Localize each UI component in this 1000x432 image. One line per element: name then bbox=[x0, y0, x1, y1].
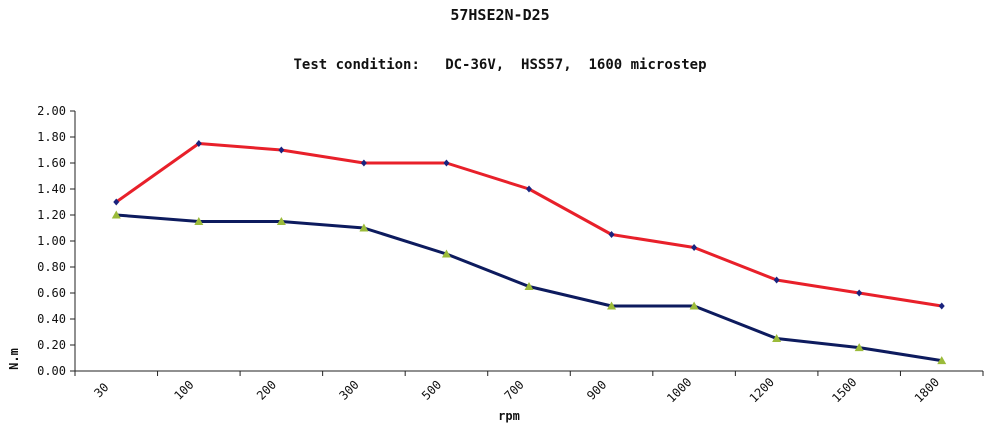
chart-title: 57HSE2N-D25 bbox=[450, 6, 550, 24]
y-tick-label: 1.60 bbox=[37, 156, 66, 170]
series-2-point bbox=[772, 334, 782, 342]
series-2-point bbox=[111, 210, 121, 219]
x-tick-label: 1200 bbox=[747, 375, 777, 405]
chart-subtitle: Test condition: DC-36V, HSS57, 1600 micr… bbox=[293, 57, 707, 73]
x-tick-label: 100 bbox=[171, 378, 196, 403]
y-tick-label: 0.60 bbox=[37, 286, 66, 300]
series-1-point bbox=[608, 231, 615, 238]
y-tick-label: 0.20 bbox=[37, 338, 66, 352]
y-tick-label: 2.00 bbox=[37, 104, 66, 118]
y-tick-label: 1.80 bbox=[37, 130, 66, 144]
series-1-point bbox=[526, 185, 532, 193]
x-tick-label: 500 bbox=[419, 378, 444, 403]
x-tick-label: 900 bbox=[584, 378, 609, 403]
x-tick-label: 1500 bbox=[829, 375, 859, 405]
y-tick-label: 0.00 bbox=[37, 364, 66, 378]
series-1-point bbox=[856, 289, 863, 297]
series-2-point bbox=[359, 223, 369, 232]
series-2-point bbox=[524, 282, 534, 290]
series-2-point bbox=[194, 217, 204, 225]
series-2-point bbox=[441, 249, 451, 258]
series-1-line bbox=[115, 142, 942, 308]
series-2-point bbox=[854, 343, 864, 352]
series-1-point bbox=[938, 302, 945, 310]
x-tick-label: 1000 bbox=[664, 375, 694, 405]
series-1-point bbox=[360, 159, 367, 167]
x-tick-label: 700 bbox=[502, 378, 527, 403]
y-tick-label: 0.40 bbox=[37, 312, 66, 326]
y-tick-label: 1.00 bbox=[37, 234, 66, 248]
x-tick-label: 30 bbox=[91, 380, 111, 400]
series-1-point bbox=[278, 146, 285, 154]
series-1-point bbox=[195, 140, 202, 147]
x-tick-label: 300 bbox=[336, 378, 361, 403]
series-2-point bbox=[689, 301, 699, 310]
y-axis-title: N.m bbox=[7, 348, 21, 370]
series-1-point bbox=[113, 198, 120, 206]
series-1-point bbox=[773, 276, 780, 284]
y-tick-label: 1.40 bbox=[37, 182, 66, 196]
x-tick-label: 200 bbox=[254, 378, 279, 403]
x-axis-title: rpm bbox=[498, 409, 520, 423]
y-tick-label: 0.80 bbox=[37, 260, 66, 274]
series-1-point bbox=[691, 244, 698, 251]
series-2-point bbox=[276, 217, 286, 225]
series-2-point bbox=[937, 356, 947, 365]
x-tick-label: 1800 bbox=[912, 375, 942, 405]
series-1-point bbox=[443, 159, 450, 167]
series-2-point bbox=[607, 301, 617, 310]
y-tick-label: 1.20 bbox=[37, 208, 66, 222]
